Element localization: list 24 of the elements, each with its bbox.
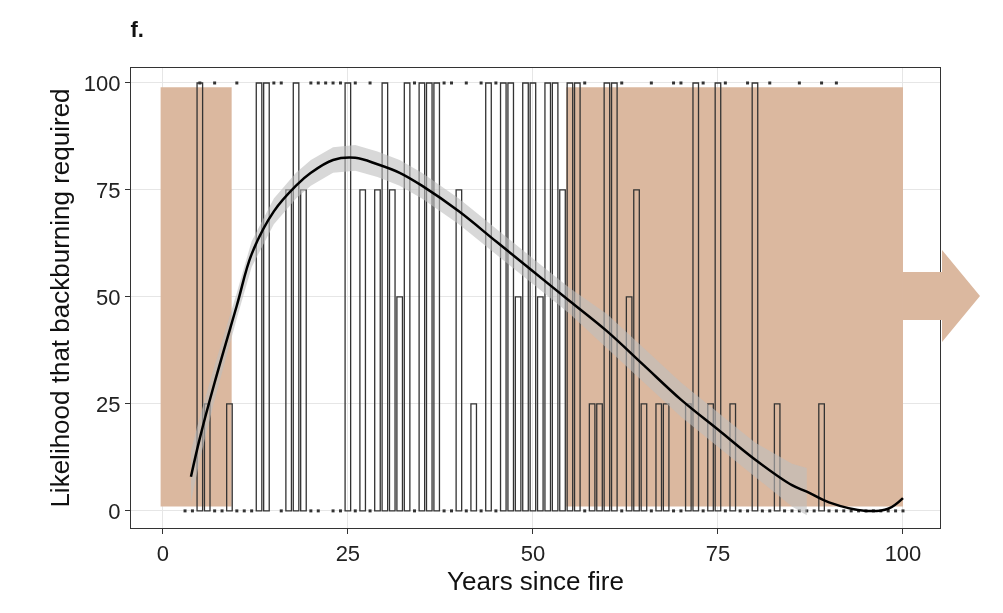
bar: [470, 403, 478, 512]
bar: [344, 82, 352, 512]
y-tick-label: 100: [83, 70, 121, 96]
bar: [485, 82, 492, 512]
bar: [455, 189, 463, 512]
x-tick-label: 100: [884, 540, 922, 566]
x-tick-label: 75: [705, 540, 731, 566]
bar: [729, 403, 737, 512]
y-tick-label: 0: [108, 498, 121, 524]
y-tick-label: 25: [95, 391, 121, 417]
x-axis-title: Years since fire: [447, 565, 624, 596]
y-axis-title: Likelihood that backburning required: [44, 88, 75, 508]
bar: [226, 403, 233, 512]
bar: [818, 403, 825, 512]
bar: [359, 189, 367, 512]
x-tick-label: 50: [520, 540, 546, 566]
x-tick-label: 25: [335, 540, 361, 566]
bar: [751, 82, 759, 512]
x-tick-label: 0: [156, 540, 169, 566]
chart-title: f.: [130, 16, 144, 42]
bar: [773, 403, 781, 512]
y-tick-label: 75: [95, 177, 121, 203]
y-tick-label: 50: [95, 284, 121, 310]
line-series: [189, 156, 905, 513]
